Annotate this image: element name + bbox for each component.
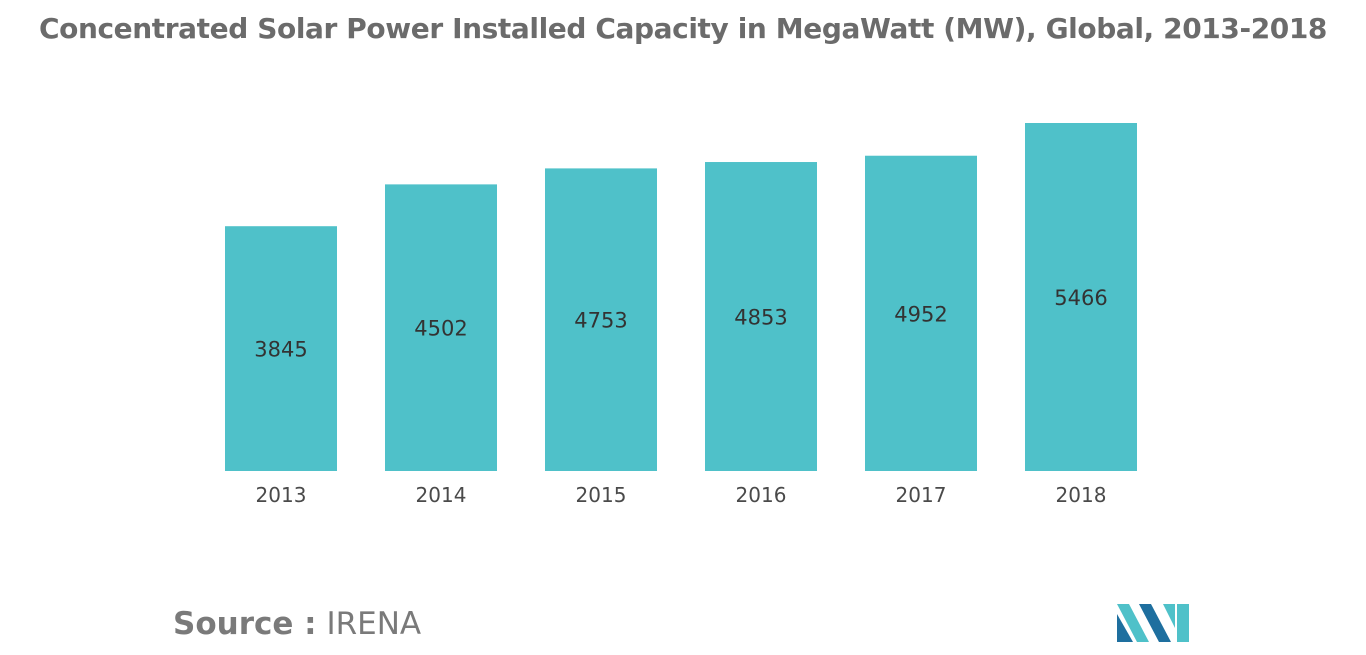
- data-label-2014: 4502: [414, 317, 467, 341]
- source-label: Source :: [173, 606, 317, 642]
- data-label-2013: 3845: [254, 338, 307, 362]
- x-tick-label-2013: 2013: [256, 483, 307, 507]
- data-label-2018: 5466: [1054, 286, 1107, 310]
- bar-2013: [225, 226, 337, 471]
- bar-2016: [705, 162, 817, 471]
- logo-shape-left-dark: [1117, 614, 1133, 642]
- bar-chart: 3845 2013 4502 2014 4753 2015 4853 2016 4952 2017…: [225, 123, 1137, 507]
- logo-shape-right-bar: [1177, 604, 1189, 642]
- data-label-2015: 4753: [574, 309, 627, 333]
- bar-2015: [545, 168, 657, 471]
- x-tick-label-2017: 2017: [896, 483, 947, 507]
- logo-shape-middle: [1139, 604, 1171, 642]
- x-tick-label-2014: 2014: [416, 483, 467, 507]
- x-tick-label-2015: 2015: [576, 483, 627, 507]
- logo-shape-right: [1163, 604, 1175, 628]
- bar-2018: [1025, 123, 1137, 471]
- source-note: Source : IRENA: [173, 606, 421, 642]
- logo-shape-left: [1117, 604, 1149, 642]
- bar-2017: [865, 155, 977, 471]
- company-logo: [1117, 604, 1189, 642]
- x-tick-label-2018: 2018: [1056, 483, 1107, 507]
- x-tick-label-2016: 2016: [736, 483, 787, 507]
- bar-2014: [385, 184, 497, 471]
- data-label-2016: 4853: [734, 306, 787, 330]
- source-value: IRENA: [326, 606, 422, 642]
- data-label-2017: 4952: [894, 302, 947, 326]
- chart-title: Concentrated Solar Power Installed Capac…: [38, 12, 1328, 45]
